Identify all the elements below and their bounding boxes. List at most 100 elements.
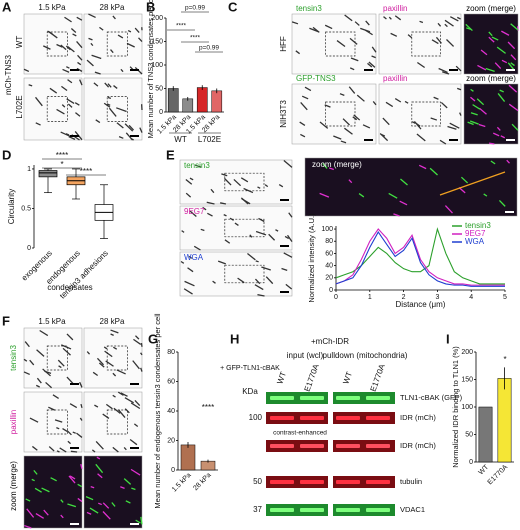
structure <box>77 483 82 488</box>
annotation: p=0.99 <box>199 45 219 52</box>
structure <box>189 210 197 217</box>
y-tick-label: 40 <box>167 408 175 415</box>
y-axis-title: Circularity <box>7 189 16 225</box>
structure <box>411 121 416 124</box>
structure <box>224 177 232 186</box>
structure <box>72 431 76 434</box>
structure <box>108 107 117 117</box>
structure <box>390 32 398 37</box>
band <box>300 480 324 484</box>
structure <box>497 93 506 102</box>
structure <box>117 391 124 396</box>
structure <box>59 447 67 453</box>
y-tick-label: 60 <box>325 250 333 257</box>
structure <box>340 140 347 144</box>
structure <box>255 230 267 236</box>
y-axis-title: Normalized intensity (A.U.) <box>307 213 316 303</box>
structure <box>116 369 126 375</box>
structure <box>496 126 501 131</box>
column-label: 28 kPa <box>100 3 125 12</box>
structure <box>254 284 264 291</box>
x-tick-label: 0 <box>334 294 338 301</box>
structure <box>85 496 94 501</box>
y-tick-label: 50 <box>155 85 163 92</box>
micrograph <box>304 157 518 217</box>
scale-bar <box>364 139 373 141</box>
structure <box>75 112 81 117</box>
structure <box>60 499 64 503</box>
structure <box>371 46 377 53</box>
structure <box>210 188 215 194</box>
structure <box>140 367 143 372</box>
structure <box>319 121 329 129</box>
blot-strip <box>333 504 395 516</box>
structure <box>348 86 356 94</box>
structure <box>56 427 60 430</box>
structure <box>508 103 519 112</box>
structure <box>110 49 114 54</box>
structure <box>112 346 118 350</box>
x-tick-label: 5 <box>503 294 507 301</box>
band-label: IDR (mCh) <box>400 441 436 450</box>
structure <box>399 200 408 206</box>
structure <box>488 142 495 145</box>
band <box>270 480 294 484</box>
cell-label: HFF <box>279 36 288 52</box>
structure <box>67 79 73 84</box>
channel-label: GFP-TNS3 <box>296 74 336 83</box>
structure <box>31 445 38 451</box>
structure <box>368 61 376 68</box>
micrograph <box>83 455 143 529</box>
structure <box>102 502 110 509</box>
structure <box>233 178 242 187</box>
y-axis-title: Mean number of endogenous tensin3 conden… <box>153 313 162 508</box>
structure <box>67 103 73 108</box>
lane-label: WT <box>341 370 354 385</box>
structure <box>29 359 35 366</box>
structure <box>49 87 58 94</box>
structure <box>106 103 111 106</box>
structure <box>23 371 30 376</box>
structure <box>404 100 409 104</box>
structure <box>129 66 134 70</box>
bar <box>180 444 196 471</box>
scale-bar <box>449 139 458 141</box>
micrograph <box>83 327 143 389</box>
construct: + GFP-TLN1-cBAK <box>220 365 280 372</box>
structure <box>261 266 271 271</box>
structure <box>128 124 135 131</box>
structure <box>184 280 195 287</box>
row-label: zoom (merge) <box>9 461 18 511</box>
inset-box <box>106 345 128 371</box>
channel-label: tensin3 <box>296 4 322 13</box>
scale-bar <box>130 135 139 137</box>
structure <box>433 96 439 100</box>
y-tick-label: 40 <box>325 262 333 269</box>
structure <box>35 513 45 519</box>
structure <box>76 67 83 72</box>
structure <box>483 193 488 197</box>
structure <box>365 20 370 26</box>
structure <box>110 333 114 336</box>
structure <box>446 39 455 47</box>
y-tick-label: 200 <box>461 349 473 356</box>
structure <box>234 222 239 226</box>
structure <box>105 360 114 367</box>
panel-letter: G <box>148 331 158 346</box>
structure <box>45 381 53 389</box>
structure <box>490 160 496 165</box>
band <box>270 508 294 512</box>
structure <box>507 41 516 50</box>
structure <box>322 163 328 169</box>
legend-label: 9EG7 <box>465 229 486 238</box>
row-label: L702E <box>15 95 24 118</box>
y-tick-label: 60 <box>167 378 175 385</box>
scale-bar <box>280 245 289 247</box>
structure <box>466 27 471 30</box>
structure <box>419 20 424 24</box>
structure <box>223 214 227 217</box>
structure <box>455 65 462 72</box>
structure <box>393 213 400 217</box>
structure <box>383 16 387 20</box>
structure <box>62 347 71 356</box>
